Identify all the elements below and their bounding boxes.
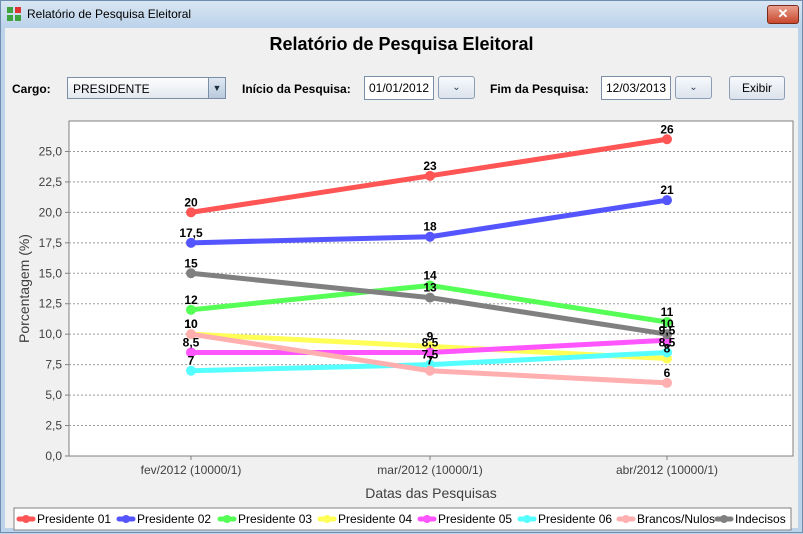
data-point (425, 292, 435, 303)
data-point (425, 347, 435, 358)
data-point (425, 231, 435, 242)
cargo-select[interactable]: PRESIDENTE ▼ (67, 77, 226, 99)
y-tick-label: 7,5 (45, 358, 62, 372)
y-tick-label: 5,0 (45, 388, 62, 402)
fim-calendar-button[interactable]: ⌄ (675, 76, 712, 99)
y-tick-label: 22,5 (39, 175, 63, 189)
data-label: 13 (423, 281, 437, 295)
data-label: 7 (188, 354, 195, 368)
dropdown-arrow-icon[interactable]: ▼ (208, 78, 225, 98)
y-tick-label: 20,0 (39, 205, 63, 219)
data-label: 8,5 (422, 335, 439, 349)
y-tick-label: 2,5 (45, 419, 62, 433)
data-point (186, 268, 196, 279)
legend-label: Presidente 01 (37, 512, 111, 526)
legend-label: Presidente 06 (538, 512, 612, 526)
app-icon (7, 7, 21, 21)
data-label: 7,5 (422, 348, 439, 362)
y-tick-label: 17,5 (39, 236, 63, 250)
data-label: 14 (423, 268, 437, 282)
data-label: 17,5 (179, 226, 203, 240)
data-point (425, 365, 435, 376)
data-point (186, 237, 196, 248)
data-label: 26 (660, 122, 674, 136)
data-label: 6 (664, 366, 671, 380)
cargo-select-value: PRESIDENTE (73, 82, 150, 96)
y-tick-label: 12,5 (39, 297, 63, 311)
data-point (186, 207, 196, 218)
legend-marker (622, 515, 630, 523)
title-bar[interactable]: Relatório de Pesquisa Eleitoral ✕ (1, 1, 802, 27)
legend: Presidente 01 Presidente 02 Presidente 03 P… (13, 507, 792, 531)
window-title: Relatório de Pesquisa Eleitoral (27, 7, 192, 21)
data-label: 20 (184, 195, 198, 209)
data-label: 21 (660, 183, 674, 197)
report-title: Relatório de Pesquisa Eleitoral (269, 34, 534, 54)
data-point (662, 347, 672, 358)
data-label: 11 (661, 305, 674, 319)
data-point (186, 329, 196, 340)
legend-label: Indecisos (735, 512, 786, 526)
chevron-down-icon: ⌄ (452, 82, 461, 93)
data-label: 7 (427, 354, 434, 368)
x-tick-label: abr/2012 (10000/1) (616, 463, 718, 477)
inicio-label: Início da Pesquisa: (242, 82, 351, 96)
legend-label: Presidente 04 (338, 512, 412, 526)
data-point (662, 134, 672, 145)
data-label: 8,5 (183, 335, 200, 349)
data-point (662, 317, 672, 327)
data-label: 15 (184, 256, 198, 270)
data-label: 23 (423, 159, 437, 173)
legend-box (13, 507, 792, 531)
data-point (186, 347, 196, 358)
data-label: 10 (184, 317, 198, 331)
cargo-label: Cargo: (12, 82, 51, 96)
y-tick-label: 0,0 (45, 449, 62, 463)
legend-marker (122, 515, 130, 523)
fim-date-field[interactable]: 12/03/2013 (601, 76, 671, 100)
inicio-date-field[interactable]: 01/01/2012 (364, 76, 434, 100)
data-label: 9 (427, 329, 434, 343)
data-point (425, 170, 435, 181)
legend-marker (323, 515, 331, 523)
y-tick-label: 15,0 (39, 266, 63, 280)
fim-label: Fim da Pesquisa: (490, 82, 589, 96)
legend-marker (720, 515, 728, 523)
legend-label: Brancos/Nulos (637, 512, 715, 526)
x-tick-label: fev/2012 (10000/1) (141, 463, 242, 477)
y-tick-label: 25,0 (39, 144, 63, 158)
legend-label: Presidente 05 (438, 512, 512, 526)
data-label: 9,5 (659, 323, 676, 337)
data-point (662, 377, 672, 388)
data-label: 8 (664, 342, 671, 356)
data-label: 18 (423, 220, 437, 234)
inicio-calendar-button[interactable]: ⌄ (438, 76, 475, 99)
x-axis-label: Datas das Pesquisas (365, 485, 497, 501)
legend-marker (22, 515, 30, 523)
data-label: 10 (660, 317, 674, 331)
data-label: 8,5 (659, 335, 676, 349)
legend-label: Presidente 02 (137, 512, 211, 526)
data-point (662, 329, 672, 340)
data-point (425, 280, 435, 291)
legend-label: Presidente 03 (238, 512, 312, 526)
data-label: 10 (184, 317, 198, 331)
data-label: 12 (184, 293, 198, 307)
close-button[interactable]: ✕ (767, 5, 799, 24)
y-tick-label: 10,0 (39, 327, 63, 341)
exibir-button[interactable]: Exibir (729, 76, 785, 100)
chevron-down-icon: ⌄ (689, 82, 698, 93)
legend-marker (523, 515, 531, 523)
y-axis-label: Porcentagem (%) (16, 234, 32, 343)
data-point (186, 365, 196, 376)
data-point (662, 195, 672, 206)
x-tick-label: mar/2012 (10000/1) (377, 463, 482, 477)
legend-marker (223, 515, 231, 523)
legend-marker (423, 515, 431, 523)
data-point (186, 304, 196, 315)
